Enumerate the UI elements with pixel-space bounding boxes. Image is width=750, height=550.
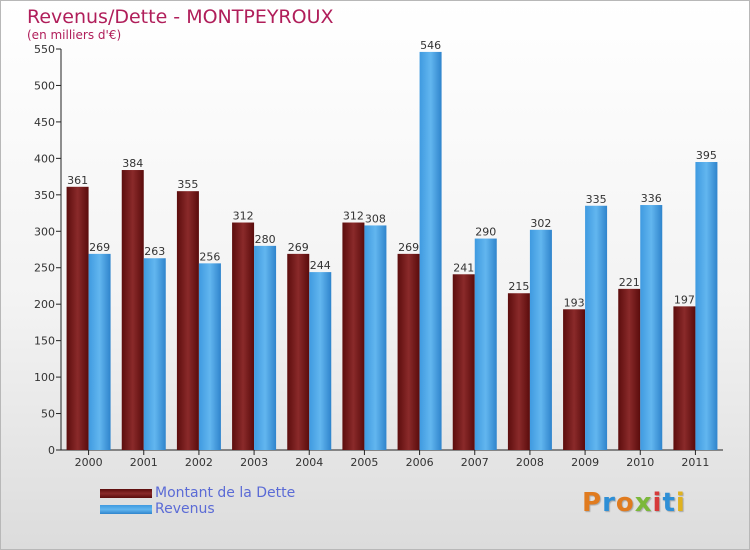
x-tick-label: 2003 (240, 456, 268, 469)
y-tick-label: 50 (41, 408, 55, 421)
bar-dette (342, 222, 365, 450)
x-tick-label: 2005 (350, 456, 378, 469)
x-tick-label: 2006 (406, 456, 434, 469)
x-tick-label: 2007 (461, 456, 489, 469)
value-label: 269 (398, 241, 419, 254)
logo-letter: o (615, 488, 635, 518)
bar-revenus (309, 272, 332, 450)
y-tick-label: 100 (34, 371, 55, 384)
bar-revenus (474, 238, 497, 450)
value-label: 244 (310, 259, 331, 272)
value-label: 312 (343, 210, 364, 223)
value-label: 395 (696, 149, 717, 162)
value-label: 193 (564, 296, 585, 309)
proxiti-logo: Proxiti (582, 488, 686, 518)
value-label: 308 (365, 212, 386, 225)
y-tick-label: 400 (34, 152, 55, 165)
legend-swatch-revenus (100, 505, 152, 514)
logo-letter: P (582, 488, 603, 518)
legend-label-revenus: Revenus (155, 501, 215, 517)
chart-subtitle: (en milliers d'€) (27, 28, 122, 42)
value-label: 290 (475, 226, 496, 239)
value-label: 269 (288, 241, 309, 254)
bar-revenus (198, 263, 221, 450)
bar-dette (397, 253, 420, 450)
bar-revenus (364, 225, 387, 450)
bar-dette (176, 191, 199, 450)
y-tick-label: 500 (34, 79, 55, 92)
logo-letter: i (675, 488, 686, 518)
bar-dette (507, 293, 530, 450)
y-tick-label: 450 (34, 116, 55, 129)
bar-dette (232, 222, 255, 450)
bar-dette (673, 306, 696, 450)
value-label: 263 (144, 245, 165, 258)
x-tick-label: 2008 (516, 456, 544, 469)
legend-swatch-dette (100, 489, 152, 498)
value-label: 215 (508, 280, 529, 293)
logo-letter: r (602, 488, 616, 518)
x-tick-label: 2010 (626, 456, 654, 469)
value-label: 384 (122, 157, 143, 170)
bar-dette (563, 309, 586, 450)
value-label: 241 (453, 261, 474, 274)
value-label: 336 (641, 192, 662, 205)
value-label: 269 (89, 241, 110, 254)
y-tick-label: 200 (34, 298, 55, 311)
y-tick-label: 350 (34, 189, 55, 202)
chart-bars (66, 51, 718, 451)
bar-dette (287, 253, 310, 450)
y-tick-label: 300 (34, 225, 55, 238)
bar-revenus (143, 258, 166, 450)
x-tick-label: 2001 (130, 456, 158, 469)
x-tick-label: 2011 (681, 456, 709, 469)
logo-letter: i (652, 488, 663, 518)
x-tick-label: 2002 (185, 456, 213, 469)
x-tick-label: 2004 (295, 456, 323, 469)
y-tick-label: 550 (34, 43, 55, 56)
chart-axes: 0 50 100 150 200 250 300 350 400 450 500 550 2000 200… (34, 43, 723, 469)
bar-revenus (585, 205, 608, 450)
logo-letter: x (634, 488, 653, 518)
x-tick-label: 2000 (75, 456, 103, 469)
bar-dette (618, 288, 641, 450)
value-label: 302 (530, 217, 551, 230)
legend-label-dette: Montant de la Dette (155, 485, 296, 501)
bar-revenus (529, 229, 552, 450)
value-label: 256 (199, 250, 220, 263)
bar-dette (66, 186, 89, 450)
bar-revenus (88, 253, 111, 450)
bar-revenus (695, 162, 718, 450)
value-label: 312 (233, 210, 254, 223)
value-label: 546 (420, 39, 441, 52)
chart-title: Revenus/Dette - MONTPEYROUX (27, 6, 334, 28)
value-label: 280 (255, 233, 276, 246)
logo-letter: t (662, 488, 676, 518)
bar-revenus (254, 245, 277, 450)
bar-dette (121, 170, 144, 450)
y-tick-label: 250 (34, 262, 55, 275)
value-label: 221 (619, 276, 640, 289)
bar-revenus (640, 205, 663, 450)
value-label: 335 (586, 193, 607, 206)
y-tick-label: 0 (48, 444, 55, 457)
x-tick-label: 2009 (571, 456, 599, 469)
value-label: 197 (674, 293, 695, 306)
bar-dette (452, 274, 475, 450)
y-tick-label: 150 (34, 335, 55, 348)
bar-revenus (419, 51, 442, 451)
value-label: 355 (177, 178, 198, 191)
value-label: 361 (67, 174, 88, 187)
